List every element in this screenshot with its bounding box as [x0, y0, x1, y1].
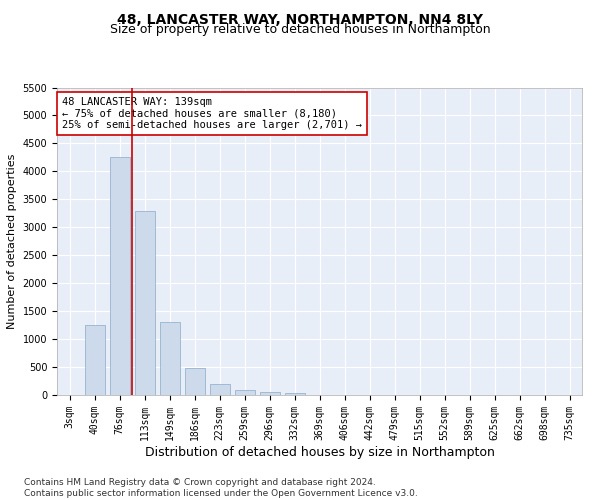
Bar — [185, 368, 205, 395]
Text: Size of property relative to detached houses in Northampton: Size of property relative to detached ho… — [110, 22, 490, 36]
Bar — [209, 384, 229, 395]
Text: 48 LANCASTER WAY: 139sqm
← 75% of detached houses are smaller (8,180)
25% of sem: 48 LANCASTER WAY: 139sqm ← 75% of detach… — [62, 96, 362, 130]
Text: Contains HM Land Registry data © Crown copyright and database right 2024.
Contai: Contains HM Land Registry data © Crown c… — [24, 478, 418, 498]
Bar — [260, 392, 280, 395]
Bar — [85, 325, 104, 395]
Text: 48, LANCASTER WAY, NORTHAMPTON, NN4 8LY: 48, LANCASTER WAY, NORTHAMPTON, NN4 8LY — [117, 12, 483, 26]
Bar — [284, 394, 305, 395]
Bar — [134, 210, 155, 395]
Bar — [235, 390, 254, 395]
X-axis label: Distribution of detached houses by size in Northampton: Distribution of detached houses by size … — [145, 446, 494, 458]
Bar — [160, 322, 179, 395]
Bar — [110, 158, 130, 395]
Y-axis label: Number of detached properties: Number of detached properties — [7, 154, 17, 329]
